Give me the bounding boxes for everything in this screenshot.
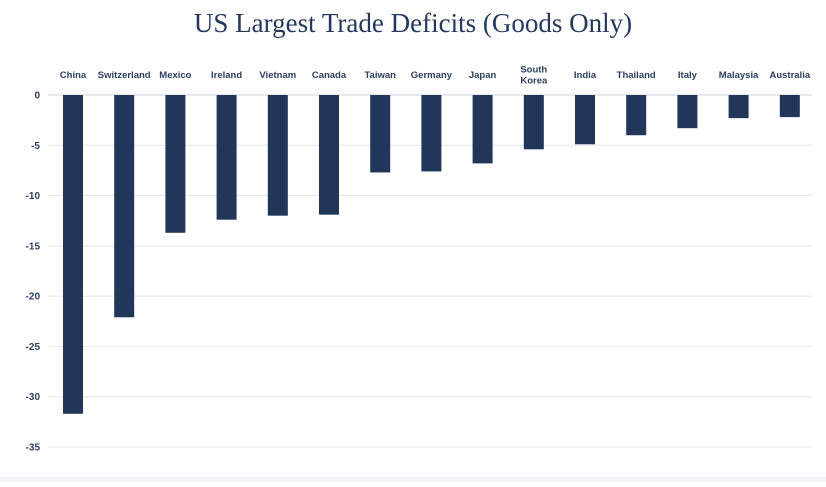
- category-label: Thailand: [617, 70, 656, 81]
- bar: [216, 95, 237, 220]
- y-axis-tick-labels: 0 -5 -10 -15 -20 -25 -30 -35: [26, 91, 41, 454]
- category-labels: China Switzerland Mexico Ireland Vietnam Cana…: [60, 65, 811, 87]
- y-tick-label: -25: [26, 342, 41, 353]
- bar: [728, 95, 749, 119]
- y-tick-label: -5: [31, 141, 40, 152]
- y-tick-label: -30: [26, 392, 41, 403]
- bar: [165, 95, 186, 233]
- bar: [779, 95, 800, 118]
- category-label: Taiwan: [364, 70, 396, 81]
- category-label: Japan: [469, 70, 497, 81]
- bar: [523, 95, 544, 150]
- chart-title: US Largest Trade Deficits (Goods Only): [193, 8, 633, 38]
- category-label: Malaysia: [719, 70, 759, 81]
- bars: [63, 95, 800, 414]
- bar: [319, 95, 339, 215]
- category-label: Germany: [411, 70, 453, 81]
- category-label: Italy: [678, 70, 698, 81]
- bar: [63, 95, 83, 414]
- category-label: Vietnam: [259, 70, 296, 81]
- bar: [677, 95, 698, 129]
- bottom-strip: [0, 477, 826, 482]
- y-tick-label: 0: [34, 91, 40, 102]
- bar: [267, 95, 288, 216]
- bar: [370, 95, 391, 173]
- y-tick-label: -15: [26, 241, 41, 252]
- bar: [472, 95, 493, 164]
- y-tick-label: -20: [26, 292, 41, 303]
- category-label: India: [574, 70, 597, 81]
- y-tick-label: -35: [26, 443, 41, 454]
- bar: [114, 95, 135, 318]
- bar: [626, 95, 647, 136]
- bar: [421, 95, 442, 172]
- category-label: Ireland: [211, 70, 242, 81]
- category-label: Canada: [312, 70, 347, 81]
- category-label: Australia: [769, 70, 810, 81]
- category-label: Switzerland: [98, 70, 151, 81]
- category-label: South Korea: [520, 65, 548, 87]
- bar: [575, 95, 595, 145]
- y-tick-label: -10: [26, 191, 41, 202]
- category-label: Mexico: [159, 70, 191, 81]
- category-label: China: [60, 70, 87, 81]
